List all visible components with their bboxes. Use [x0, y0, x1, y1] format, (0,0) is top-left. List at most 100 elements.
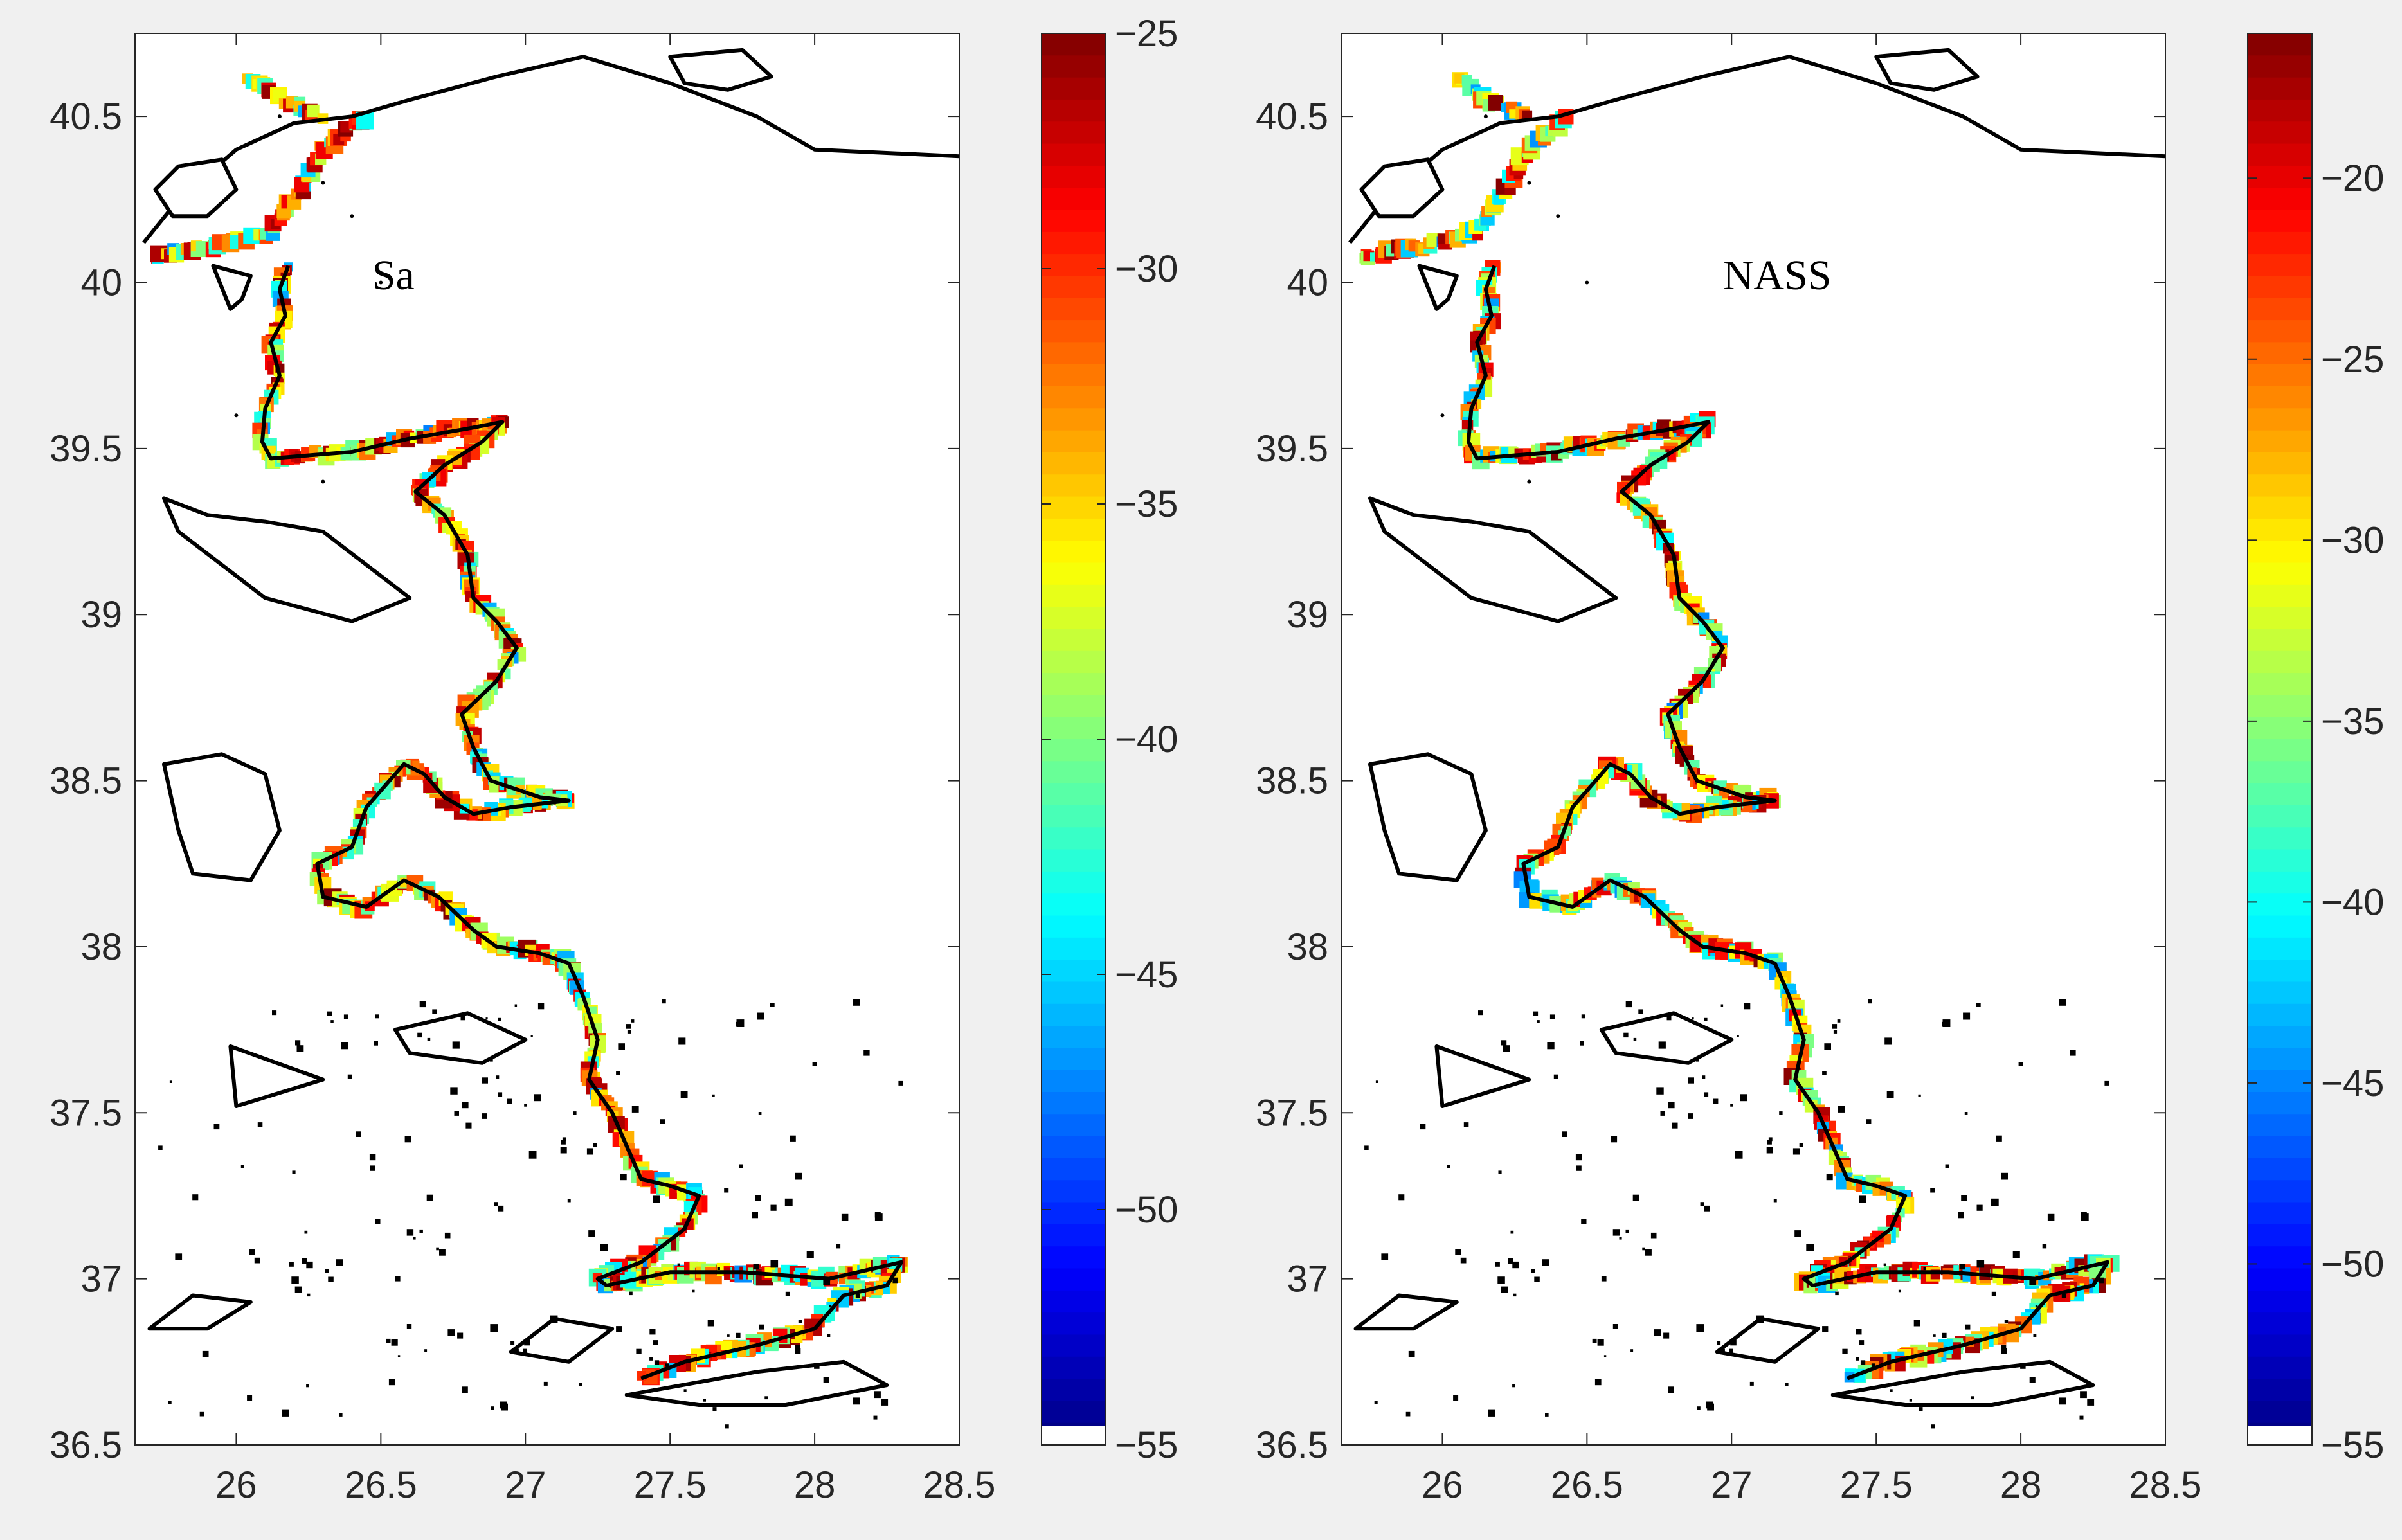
islet-dot [325, 1269, 329, 1273]
islet-dot [1832, 1024, 1838, 1029]
islet-dot [2079, 1415, 2084, 1420]
islet-dot [1886, 1091, 1894, 1098]
colorbar-tick-label: −55 [2321, 1424, 2384, 1466]
colorbar-swatch [2248, 1290, 2312, 1313]
islet-dot [2042, 1244, 2047, 1249]
islet-dot [874, 1391, 881, 1399]
islet-dot [1601, 1276, 1607, 1282]
islet-dot [2080, 1391, 2087, 1399]
islet-dot [1660, 1111, 1665, 1116]
colorbar-swatch [1042, 1136, 1106, 1159]
islet-dot [498, 1092, 503, 1097]
islet-dot [1965, 1324, 1971, 1330]
islet-dot [626, 1024, 631, 1029]
islet-dot [1656, 1087, 1664, 1095]
islet-dot [1719, 1348, 1725, 1354]
islet-dot [1556, 214, 1560, 219]
islet-dot [1688, 1077, 1694, 1084]
colorbar-swatch [1042, 364, 1106, 387]
islet-dot [254, 1257, 260, 1264]
islet-dot [386, 1338, 391, 1343]
islet-dot [2059, 1397, 2066, 1405]
islet-dot [712, 1407, 717, 1411]
islet-dot [1835, 1291, 1839, 1296]
sa-map-chart: 26 26.5 27 27.5 28 28.5 36.5 37 37.5 38 38.5 39 39.5… [0, 0, 1196, 1540]
islet-dot [395, 1276, 401, 1282]
islet-dot [2020, 1363, 2026, 1369]
islet-dot [282, 1409, 289, 1417]
islet-dot [678, 1037, 686, 1045]
colorbar-swatch [1042, 1026, 1106, 1049]
islet-dot [336, 1259, 343, 1266]
colorbar-swatch [2248, 1356, 2312, 1379]
y-tick-label: 40 [1287, 262, 1328, 304]
colorbar-swatch [2248, 783, 2312, 806]
islet-dot [1779, 1111, 1783, 1115]
panel-annotation: Sa [372, 252, 415, 299]
colorbar-swatch [1042, 893, 1106, 917]
islet-dot [306, 1384, 309, 1388]
islet-dot [2070, 1050, 2076, 1056]
islet-dot [1488, 1409, 1495, 1417]
islet-dot [2033, 1334, 2037, 1337]
islet-dot [341, 1042, 348, 1050]
colorbar-swatch [1042, 231, 1106, 255]
islet-dot [1964, 1112, 1968, 1115]
islet-dot [1630, 1349, 1634, 1352]
islet-dot [1575, 1154, 1582, 1161]
colorbar-swatch [1042, 143, 1106, 166]
colorbar-tick-label: −50 [2321, 1243, 2384, 1285]
islet-dot [631, 1106, 639, 1113]
y-tick-label: 37 [80, 1258, 122, 1300]
colorbar-swatch [2248, 165, 2312, 188]
islet-dot [454, 1111, 459, 1116]
islet-dot [494, 1202, 498, 1206]
islet-dot [213, 1124, 220, 1130]
islet-dot [240, 1165, 244, 1168]
islet-dot [462, 1386, 468, 1393]
axes-frame [134, 33, 960, 1446]
colorbar-swatch [1042, 77, 1106, 100]
colorbar-tick-label: −40 [1115, 719, 1178, 760]
plot-area [1341, 33, 2165, 1445]
left-map-panel: 26 26.5 27 27.5 28 28.5 36.5 37 37.5 38 38.5 39 39.5… [0, 0, 1196, 1540]
islet-dot [1547, 1042, 1555, 1050]
islet-dot [457, 1332, 464, 1339]
colorbar-swatch [2248, 496, 2312, 519]
islet-dot [1498, 1170, 1502, 1174]
islet-dot [1822, 1071, 1827, 1075]
island-outline [1359, 157, 1445, 219]
x-tick-label: 28 [2000, 1464, 2042, 1506]
islet-dot [2047, 1213, 2055, 1221]
islet-dot [419, 1229, 423, 1233]
islet-dot [806, 1251, 814, 1258]
y-tick-label: 38.5 [1256, 760, 1328, 802]
island-outline [1368, 496, 1618, 623]
colorbar-swatch [1042, 1401, 1106, 1424]
x-tick-label: 27.5 [634, 1464, 707, 1506]
colorbar-swatch [2248, 1003, 2312, 1026]
islet-dot [1623, 1032, 1629, 1038]
island-outline [1874, 48, 1980, 92]
islet-dot [550, 1315, 558, 1323]
islet-dot [1833, 1030, 1838, 1034]
colorbar-swatch [2248, 937, 2312, 960]
islet-dot [1822, 1326, 1829, 1332]
islet-dot [1963, 1012, 1971, 1020]
islet-dot [350, 214, 354, 219]
islet-dot [724, 1188, 729, 1193]
islet-dot [1440, 413, 1445, 418]
islet-dot [1859, 1340, 1865, 1345]
y-tick-label: 39.5 [1256, 428, 1328, 470]
islet-dot [327, 1011, 332, 1016]
colorbar-swatch [1042, 276, 1106, 299]
islet-dot [618, 1043, 625, 1050]
islet-dot [616, 1326, 622, 1332]
islet-dot [1592, 1338, 1597, 1343]
colorbar-swatch [2248, 1114, 2312, 1137]
islet-dot [1663, 1332, 1670, 1339]
colorbar-tick-label: −35 [1115, 483, 1178, 525]
islet-dot [653, 1195, 660, 1203]
colorbar-swatch [2248, 541, 2312, 564]
islet-dot [2029, 1278, 2037, 1285]
